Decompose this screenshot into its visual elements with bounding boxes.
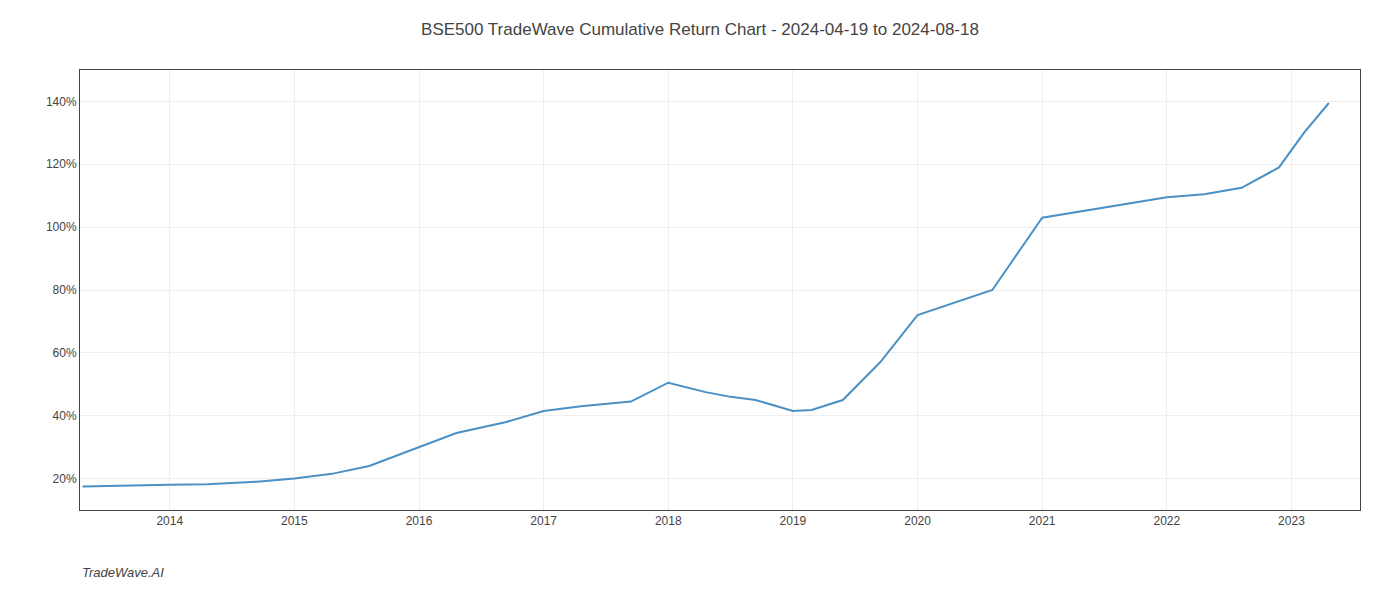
svg-text:40%: 40% <box>53 409 77 423</box>
svg-text:2020: 2020 <box>904 514 931 528</box>
svg-text:BSE500 TradeWave Cumulative Re: BSE500 TradeWave Cumulative Return Chart… <box>421 20 979 39</box>
svg-text:TradeWave.AI: TradeWave.AI <box>82 565 164 580</box>
svg-text:2014: 2014 <box>156 514 183 528</box>
svg-text:100%: 100% <box>46 220 77 234</box>
svg-text:2023: 2023 <box>1278 514 1305 528</box>
svg-text:2019: 2019 <box>780 514 807 528</box>
svg-text:120%: 120% <box>46 157 77 171</box>
svg-text:2017: 2017 <box>530 514 557 528</box>
svg-text:140%: 140% <box>46 95 77 109</box>
svg-text:20%: 20% <box>53 472 77 486</box>
svg-text:80%: 80% <box>53 283 77 297</box>
svg-text:60%: 60% <box>53 346 77 360</box>
svg-text:2015: 2015 <box>281 514 308 528</box>
svg-text:2022: 2022 <box>1153 514 1180 528</box>
svg-text:2016: 2016 <box>406 514 433 528</box>
svg-text:2021: 2021 <box>1029 514 1056 528</box>
svg-text:2018: 2018 <box>655 514 682 528</box>
